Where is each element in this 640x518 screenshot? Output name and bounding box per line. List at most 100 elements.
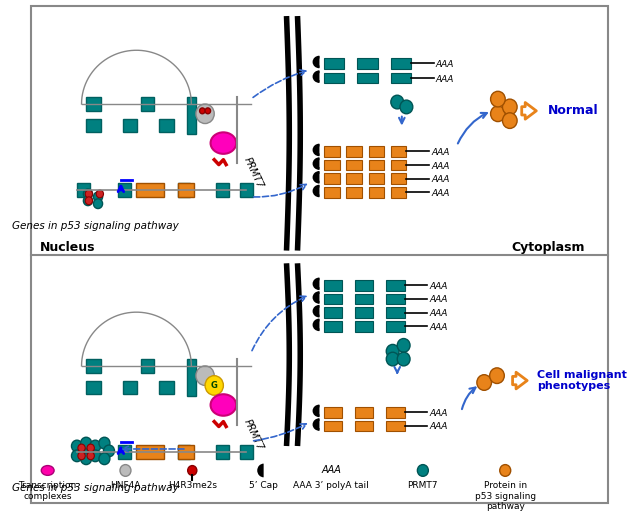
Wedge shape bbox=[314, 419, 319, 430]
FancyBboxPatch shape bbox=[178, 183, 194, 197]
Text: Cytoplasm: Cytoplasm bbox=[511, 240, 585, 253]
Circle shape bbox=[93, 199, 102, 209]
Wedge shape bbox=[314, 305, 319, 317]
FancyBboxPatch shape bbox=[391, 160, 406, 170]
Circle shape bbox=[85, 190, 93, 198]
FancyBboxPatch shape bbox=[216, 445, 229, 459]
Circle shape bbox=[93, 192, 102, 202]
Wedge shape bbox=[314, 158, 319, 169]
FancyBboxPatch shape bbox=[357, 73, 378, 83]
Circle shape bbox=[99, 437, 110, 449]
FancyBboxPatch shape bbox=[369, 160, 384, 170]
Text: AAA: AAA bbox=[429, 323, 447, 332]
FancyBboxPatch shape bbox=[31, 6, 608, 502]
FancyBboxPatch shape bbox=[123, 381, 138, 394]
Ellipse shape bbox=[211, 132, 236, 154]
FancyBboxPatch shape bbox=[86, 381, 100, 394]
Circle shape bbox=[391, 95, 404, 109]
FancyBboxPatch shape bbox=[391, 174, 406, 184]
FancyBboxPatch shape bbox=[159, 119, 174, 132]
FancyBboxPatch shape bbox=[118, 445, 131, 459]
Wedge shape bbox=[314, 144, 319, 156]
Circle shape bbox=[502, 113, 517, 128]
FancyBboxPatch shape bbox=[240, 445, 253, 459]
FancyBboxPatch shape bbox=[324, 187, 340, 198]
FancyBboxPatch shape bbox=[391, 73, 411, 83]
Circle shape bbox=[397, 339, 410, 352]
Circle shape bbox=[83, 189, 93, 199]
FancyBboxPatch shape bbox=[141, 97, 154, 111]
FancyBboxPatch shape bbox=[159, 381, 174, 394]
FancyBboxPatch shape bbox=[136, 445, 164, 459]
Circle shape bbox=[491, 91, 505, 107]
Text: PRMT7: PRMT7 bbox=[408, 481, 438, 490]
Circle shape bbox=[477, 375, 492, 391]
FancyBboxPatch shape bbox=[77, 183, 90, 197]
Wedge shape bbox=[314, 278, 319, 290]
Text: Normal: Normal bbox=[548, 104, 599, 118]
FancyBboxPatch shape bbox=[346, 187, 362, 198]
FancyBboxPatch shape bbox=[357, 58, 378, 69]
Wedge shape bbox=[314, 319, 319, 330]
Circle shape bbox=[400, 100, 413, 114]
FancyBboxPatch shape bbox=[387, 421, 404, 431]
Circle shape bbox=[78, 452, 85, 459]
Wedge shape bbox=[257, 464, 264, 477]
Circle shape bbox=[120, 465, 131, 477]
Ellipse shape bbox=[42, 466, 54, 476]
FancyBboxPatch shape bbox=[324, 321, 342, 332]
FancyBboxPatch shape bbox=[324, 421, 342, 431]
Text: 5’ Cap: 5’ Cap bbox=[249, 481, 278, 490]
FancyBboxPatch shape bbox=[346, 174, 362, 184]
Text: Nucleus: Nucleus bbox=[40, 240, 96, 253]
Circle shape bbox=[387, 344, 399, 358]
FancyBboxPatch shape bbox=[324, 280, 342, 291]
Text: PRMT7: PRMT7 bbox=[242, 155, 265, 190]
Wedge shape bbox=[314, 56, 319, 68]
FancyBboxPatch shape bbox=[86, 97, 100, 111]
Text: AAA 3’ polyA tail: AAA 3’ polyA tail bbox=[294, 481, 369, 490]
FancyBboxPatch shape bbox=[178, 183, 191, 197]
Circle shape bbox=[502, 99, 517, 115]
FancyBboxPatch shape bbox=[324, 73, 344, 83]
Text: H4R3me2s: H4R3me2s bbox=[168, 481, 217, 490]
Circle shape bbox=[72, 440, 83, 452]
FancyBboxPatch shape bbox=[387, 307, 404, 318]
Text: AAA: AAA bbox=[431, 189, 449, 198]
Circle shape bbox=[72, 450, 83, 462]
Text: G: G bbox=[211, 381, 218, 390]
FancyBboxPatch shape bbox=[387, 280, 404, 291]
Wedge shape bbox=[314, 185, 319, 197]
Circle shape bbox=[85, 197, 93, 205]
FancyBboxPatch shape bbox=[240, 183, 253, 197]
FancyArrowPatch shape bbox=[522, 103, 536, 119]
Circle shape bbox=[81, 453, 92, 465]
Circle shape bbox=[87, 452, 94, 459]
FancyBboxPatch shape bbox=[369, 146, 384, 157]
Circle shape bbox=[417, 465, 428, 477]
Circle shape bbox=[83, 196, 93, 206]
FancyBboxPatch shape bbox=[355, 421, 374, 431]
FancyBboxPatch shape bbox=[324, 58, 344, 69]
Text: Transcription
complexes: Transcription complexes bbox=[19, 481, 77, 500]
FancyBboxPatch shape bbox=[187, 359, 196, 396]
FancyBboxPatch shape bbox=[324, 160, 340, 170]
FancyBboxPatch shape bbox=[118, 183, 131, 197]
Circle shape bbox=[490, 368, 504, 383]
Circle shape bbox=[196, 104, 214, 124]
FancyBboxPatch shape bbox=[391, 187, 406, 198]
Circle shape bbox=[90, 450, 100, 462]
Wedge shape bbox=[314, 71, 319, 82]
Circle shape bbox=[87, 444, 94, 452]
Circle shape bbox=[491, 106, 505, 122]
Wedge shape bbox=[314, 405, 319, 416]
Text: AAA: AAA bbox=[436, 75, 454, 83]
Text: AAA: AAA bbox=[429, 282, 447, 291]
Text: AAA: AAA bbox=[429, 295, 447, 305]
FancyBboxPatch shape bbox=[86, 119, 100, 132]
Circle shape bbox=[78, 444, 85, 452]
Wedge shape bbox=[314, 292, 319, 304]
Ellipse shape bbox=[211, 394, 236, 416]
Text: AAA: AAA bbox=[431, 162, 449, 170]
FancyBboxPatch shape bbox=[178, 445, 191, 459]
